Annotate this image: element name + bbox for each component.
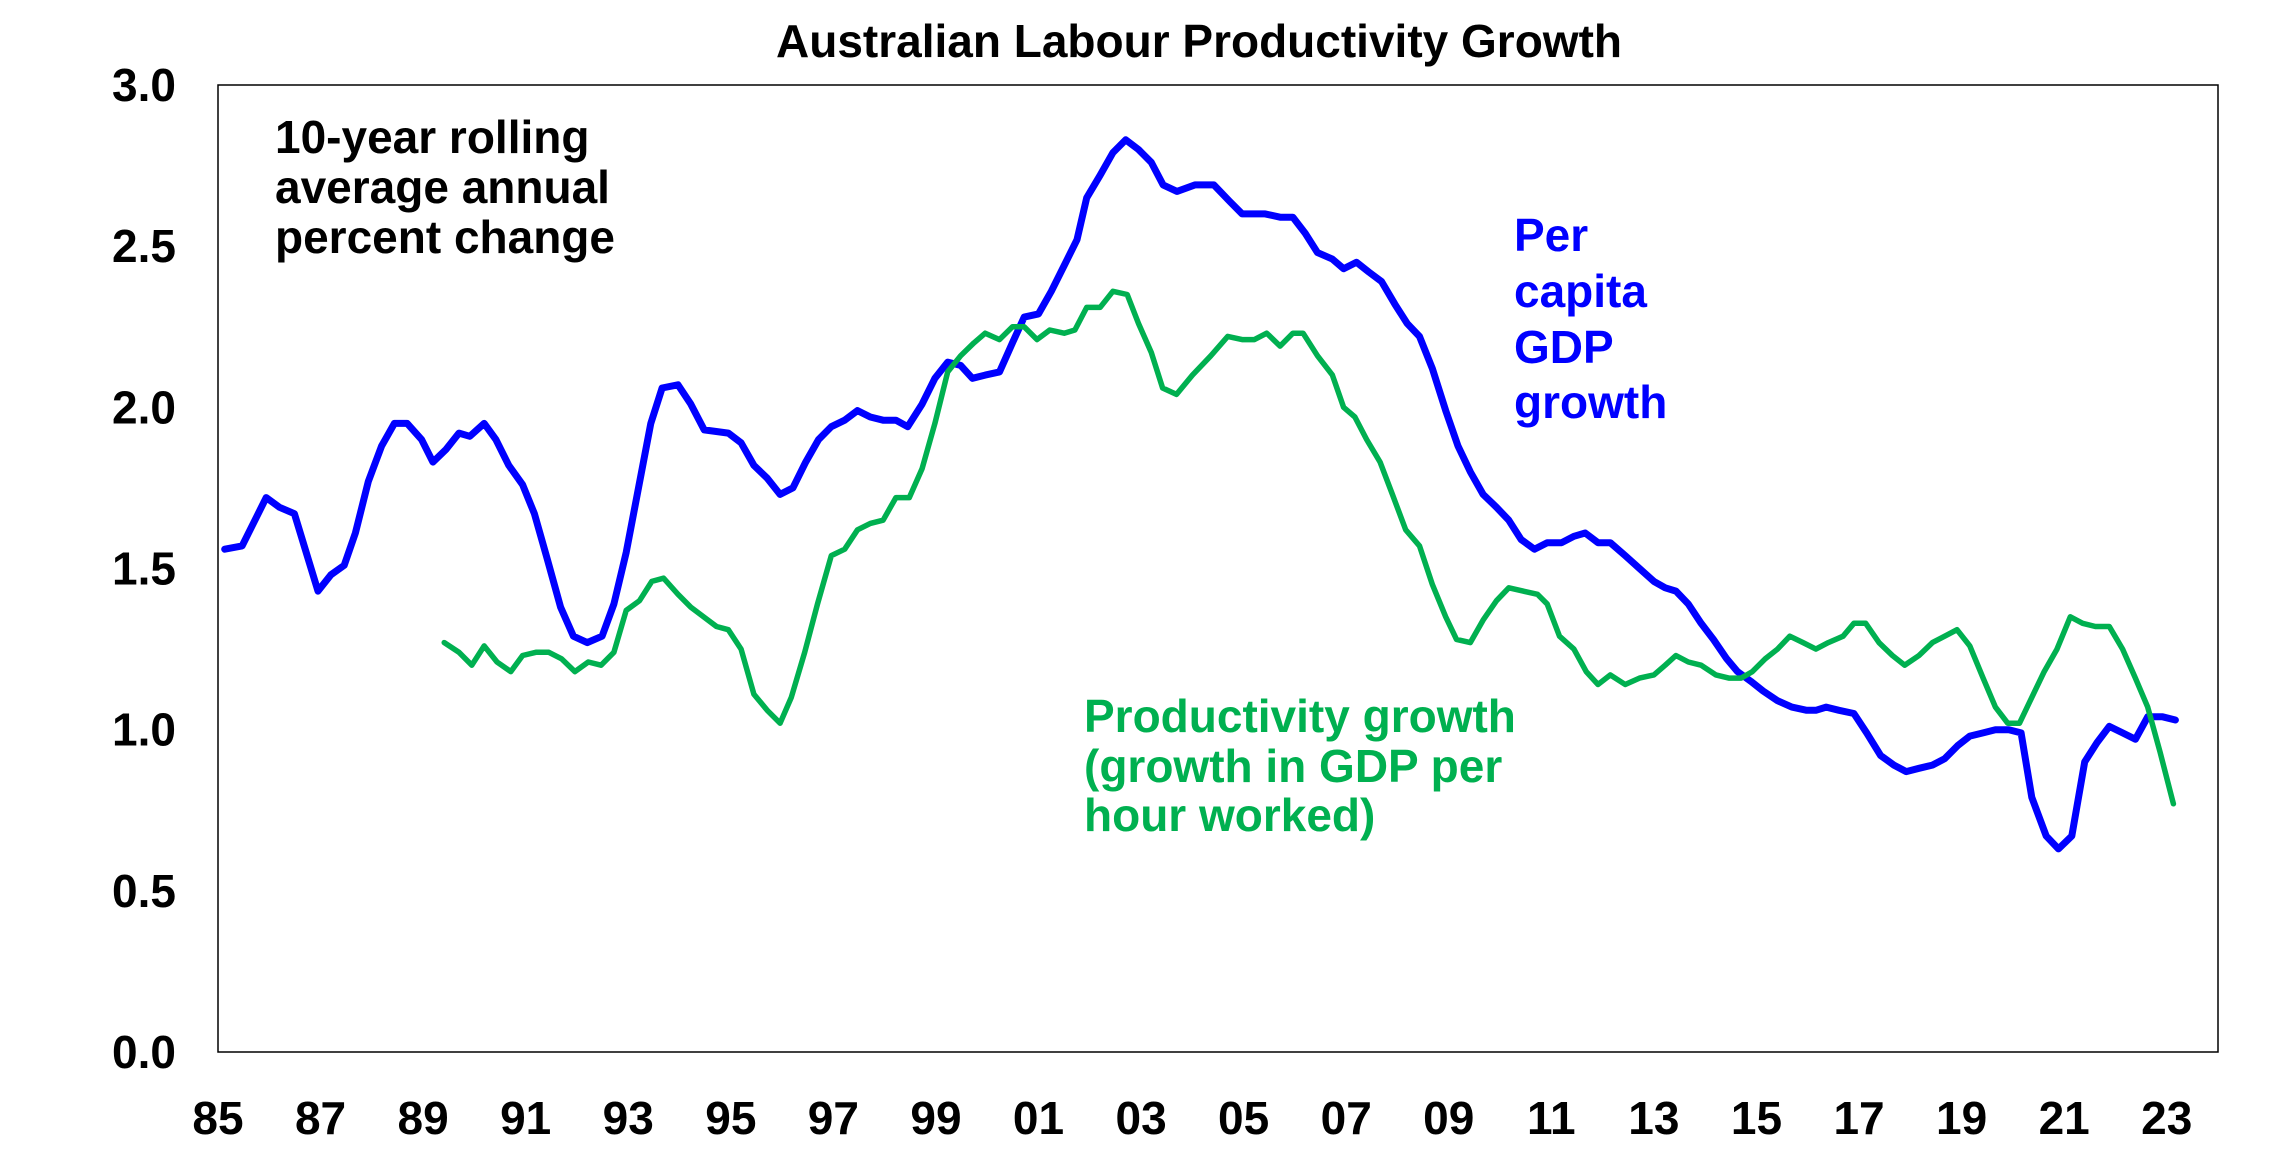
- x-tick-label: 15: [1731, 1092, 1782, 1144]
- x-tick-label: 95: [705, 1092, 756, 1144]
- productivity-label-line: hour worked): [1084, 789, 1375, 841]
- y-tick-label: 0.0: [112, 1026, 176, 1078]
- productivity-label-line: Productivity growth: [1084, 690, 1516, 742]
- x-tick-label: 89: [398, 1092, 449, 1144]
- x-tick-label: 21: [2039, 1092, 2090, 1144]
- y-tick-label: 1.5: [112, 543, 176, 595]
- gdp-label-line: GDP: [1514, 321, 1614, 373]
- chart-title: Australian Labour Productivity Growth: [776, 15, 1622, 67]
- x-tick-label: 13: [1628, 1092, 1679, 1144]
- gdp-label-line: growth: [1514, 376, 1667, 428]
- gdp-growth-line: [221, 136, 2179, 853]
- units-annotation-line: 10-year rolling: [275, 111, 589, 163]
- productivity-series-label: Productivity growth (growth in GDP per h…: [1084, 690, 1516, 841]
- x-tick-label: 01: [1013, 1092, 1064, 1144]
- units-annotation-line: percent change: [275, 211, 615, 263]
- y-tick-label: 2.5: [112, 220, 176, 272]
- units-annotation: 10-year rolling average annual percent c…: [275, 111, 615, 263]
- y-tick-label: 3.0: [112, 59, 176, 111]
- x-tick-label: 91: [500, 1092, 551, 1144]
- y-tick-label: 1.0: [112, 704, 176, 756]
- gdp-label-line: capita: [1514, 265, 1647, 317]
- x-tick-label: 17: [1833, 1092, 1884, 1144]
- y-tick-label: 2.0: [112, 381, 176, 433]
- x-tick-label: 09: [1423, 1092, 1474, 1144]
- x-tick-label: 07: [1321, 1092, 1372, 1144]
- plot-area-border: [217, 84, 2219, 1053]
- x-tick-label: 23: [2141, 1092, 2192, 1144]
- y-tick-label: 0.5: [112, 865, 176, 917]
- x-tick-label: 85: [192, 1092, 243, 1144]
- x-tick-label: 05: [1218, 1092, 1269, 1144]
- y-axis-ticks: 0.0 0.5 1.0 1.5 2.0 2.5 3.0: [112, 59, 176, 1078]
- x-tick-label: 97: [808, 1092, 859, 1144]
- units-annotation-line: average annual: [275, 161, 610, 213]
- series-lines: [221, 136, 2179, 853]
- x-tick-label: 03: [1115, 1092, 1166, 1144]
- x-tick-label: 11: [1527, 1092, 1576, 1144]
- gdp-label-line: Per: [1514, 209, 1588, 261]
- x-tick-label: 99: [910, 1092, 961, 1144]
- gdp-series-label: Per capita GDP growth: [1514, 209, 1667, 428]
- productivity-growth-line: [441, 288, 2177, 807]
- x-tick-label: 19: [1936, 1092, 1987, 1144]
- x-tick-label: 93: [603, 1092, 654, 1144]
- productivity-label-line: (growth in GDP per: [1084, 740, 1502, 792]
- x-tick-label: 87: [295, 1092, 346, 1144]
- x-axis-ticks: 85 87 89 91 93 95 97 99 01 03 05 07 09 11 13 15 17 19 21 23: [192, 1092, 2192, 1144]
